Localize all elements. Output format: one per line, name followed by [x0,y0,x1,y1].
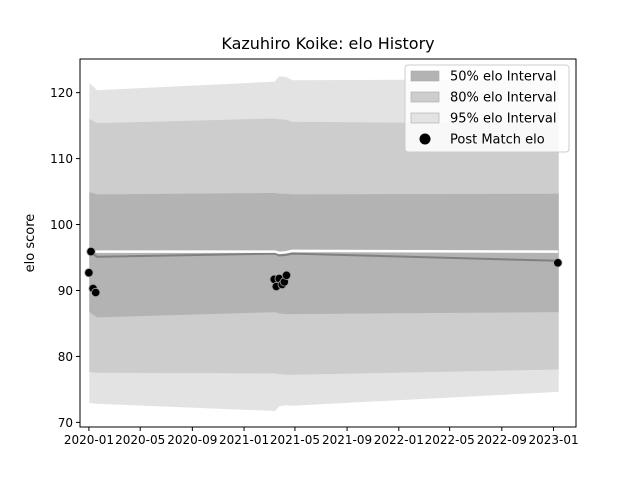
data-point-2 [86,247,96,257]
legend-label-50-elo-interval: 50% elo Interval [450,70,557,85]
trend-line-1 [89,250,559,262]
data-point-10 [281,270,292,280]
y-tick-label-90: 90 [58,284,73,298]
y-axis-label: elo score [23,214,38,273]
data-point-4 [91,287,101,298]
x-tick-label-2022-05: 2022-05 [425,433,475,447]
trend-line-2 [89,249,559,255]
legend-swatch-95-elo-interval [410,112,440,124]
y-tick-label-120: 120 [50,86,73,100]
y-tick-label-70: 70 [58,416,73,430]
y-tick-label-80: 80 [58,350,73,364]
legend-marker-post-match-elo [419,133,431,145]
plot-frame [79,58,577,428]
x-tick-label-2020-09: 2020-09 [167,433,217,447]
x-tick-label-2023-01: 2023-01 [528,433,578,447]
plot-area [84,76,563,412]
x-tick-label-2021-01: 2021-01 [219,433,269,447]
legend-box [404,64,570,153]
data-point-11 [553,258,563,268]
y-tick-label-100: 100 [50,218,73,232]
legend-label-post-match-elo: Post Match elo [450,133,545,148]
axes: 2020-01 2020-05 2020-09 2021-01 2021-05 2021-… [50,58,579,447]
x-tick-label-2020-01: 2020-01 [64,433,114,447]
legend-label-95-elo-interval: 95% elo Interval [450,112,557,127]
legend-label-80-elo-interval: 80% elo Interval [450,91,557,106]
legend-swatch-80-elo-interval [410,91,440,103]
data-point-1 [84,268,94,278]
x-tick-label-2022-01: 2022-01 [374,433,424,447]
chart-title: Kazuhiro Koike: elo History [221,34,434,53]
x-tick-label-2020-05: 2020-05 [115,433,165,447]
legend: 50% elo Interval 80% elo Interval 95% elo … [404,64,570,153]
legend-swatch-50-elo-interval [410,70,440,82]
y-tick-label-110: 110 [50,152,73,166]
x-tick-label-2021-09: 2021-09 [322,433,372,447]
x-tick-label-2021-05: 2021-05 [270,433,320,447]
x-tick-label-2022-09: 2022-09 [477,433,527,447]
